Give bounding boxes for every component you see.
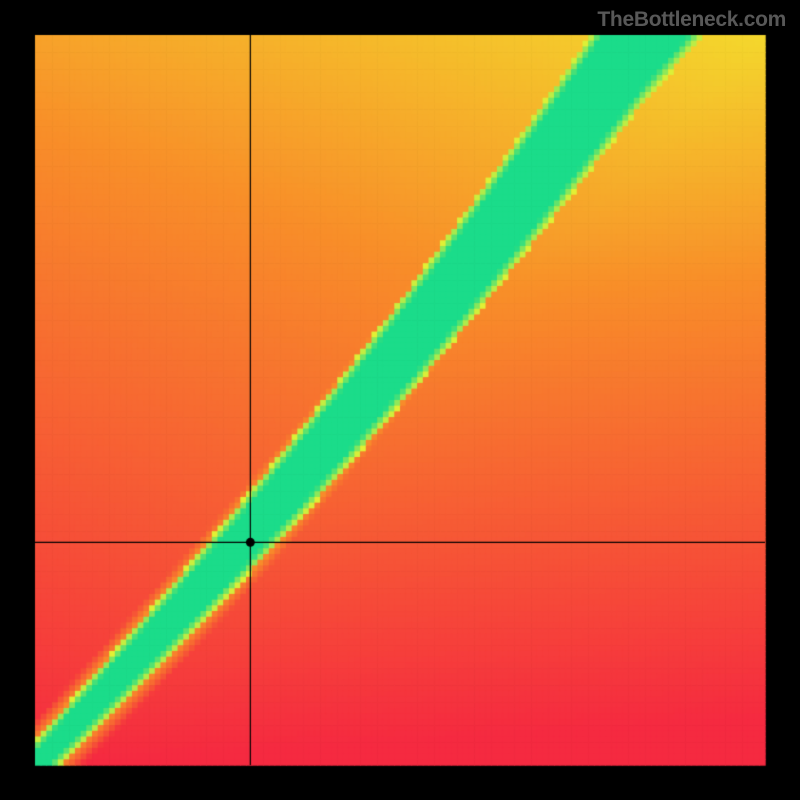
- watermark-text: TheBottleneck.com: [597, 8, 786, 32]
- bottleneck-heatmap-canvas: [0, 0, 800, 800]
- chart-container: TheBottleneck.com: [0, 0, 800, 800]
